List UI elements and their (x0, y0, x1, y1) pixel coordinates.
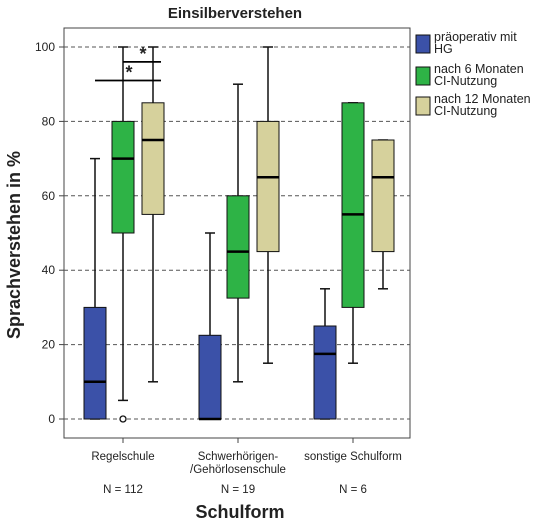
significance-star-1: * (139, 44, 146, 64)
x-tick-label-2: sonstige Schulform (304, 451, 402, 463)
box-body (141, 102, 165, 215)
legend-label-2: nach 12 Monaten CI-Nutzung (434, 92, 531, 118)
x-axis-label: Schulform (195, 502, 284, 522)
y-tick-label-100: 100 (35, 40, 55, 54)
n-label-0: N = 112 (103, 484, 143, 496)
boxes (83, 46, 395, 423)
box-2-0 (141, 46, 165, 383)
x-tick-label-line: sonstige Schulform (304, 451, 402, 463)
x-axis: Regelschule N = 112 Schwerhörigen-/Gehörlo… (91, 438, 402, 496)
legend-label-line: HG (434, 42, 453, 56)
box-0-2 (313, 288, 337, 420)
box-0-1 (198, 232, 222, 421)
legend-label-line: nach 12 Monaten (434, 92, 531, 106)
box-body (226, 195, 250, 299)
y-axis: 0 20 40 60 80 100 (35, 40, 64, 426)
box-body (313, 325, 337, 420)
outlier-point (119, 415, 127, 423)
n-label-1: N = 19 (221, 484, 255, 496)
legend-label-line: nach 6 Monaten (434, 62, 524, 76)
box-body (83, 306, 107, 420)
significance-star-0: * (125, 62, 132, 82)
box-body (198, 334, 222, 420)
x-tick-label-1: Schwerhörigen-/Gehörlosenschule (190, 451, 286, 476)
box-body (256, 120, 280, 253)
y-tick-label-40: 40 (42, 263, 56, 277)
y-tick-label-20: 20 (42, 338, 56, 352)
box-body (341, 102, 365, 308)
box-body (111, 120, 135, 234)
box-2-1 (256, 46, 280, 364)
box-0-0 (83, 157, 107, 420)
legend-label-line: präoperativ mit (434, 30, 517, 44)
legend-label-0: präoperativ mit HG (434, 30, 517, 56)
x-tick-label-line: Regelschule (91, 451, 154, 463)
box-body (371, 139, 395, 253)
box-1-1 (226, 83, 250, 383)
legend-label-line: CI-Nutzung (434, 74, 497, 88)
legend-swatch-1 (415, 66, 431, 86)
y-tick-label-80: 80 (42, 114, 56, 128)
legend-label-1: nach 6 Monaten CI-Nutzung (434, 62, 524, 88)
significance-markers: ** (95, 44, 161, 82)
y-tick-label-0: 0 (48, 412, 55, 426)
box-1-2 (341, 102, 365, 364)
box-1-0 (111, 46, 135, 423)
legend-swatch-0 (415, 34, 431, 54)
x-tick-label-line: /Gehörlosenschule (190, 464, 286, 476)
y-axis-label: Sprachverstehen in % (4, 151, 24, 339)
n-label-2: N = 6 (339, 484, 367, 496)
legend-swatch-2 (415, 96, 431, 116)
x-tick-label-0: Regelschule (91, 451, 154, 463)
legend-label-line: CI-Nutzung (434, 104, 497, 118)
chart-title: Einsilberverstehen (168, 5, 302, 22)
y-tick-label-60: 60 (42, 189, 56, 203)
x-tick-label-line: Schwerhörigen- (198, 451, 279, 463)
box-2-2 (371, 139, 395, 290)
